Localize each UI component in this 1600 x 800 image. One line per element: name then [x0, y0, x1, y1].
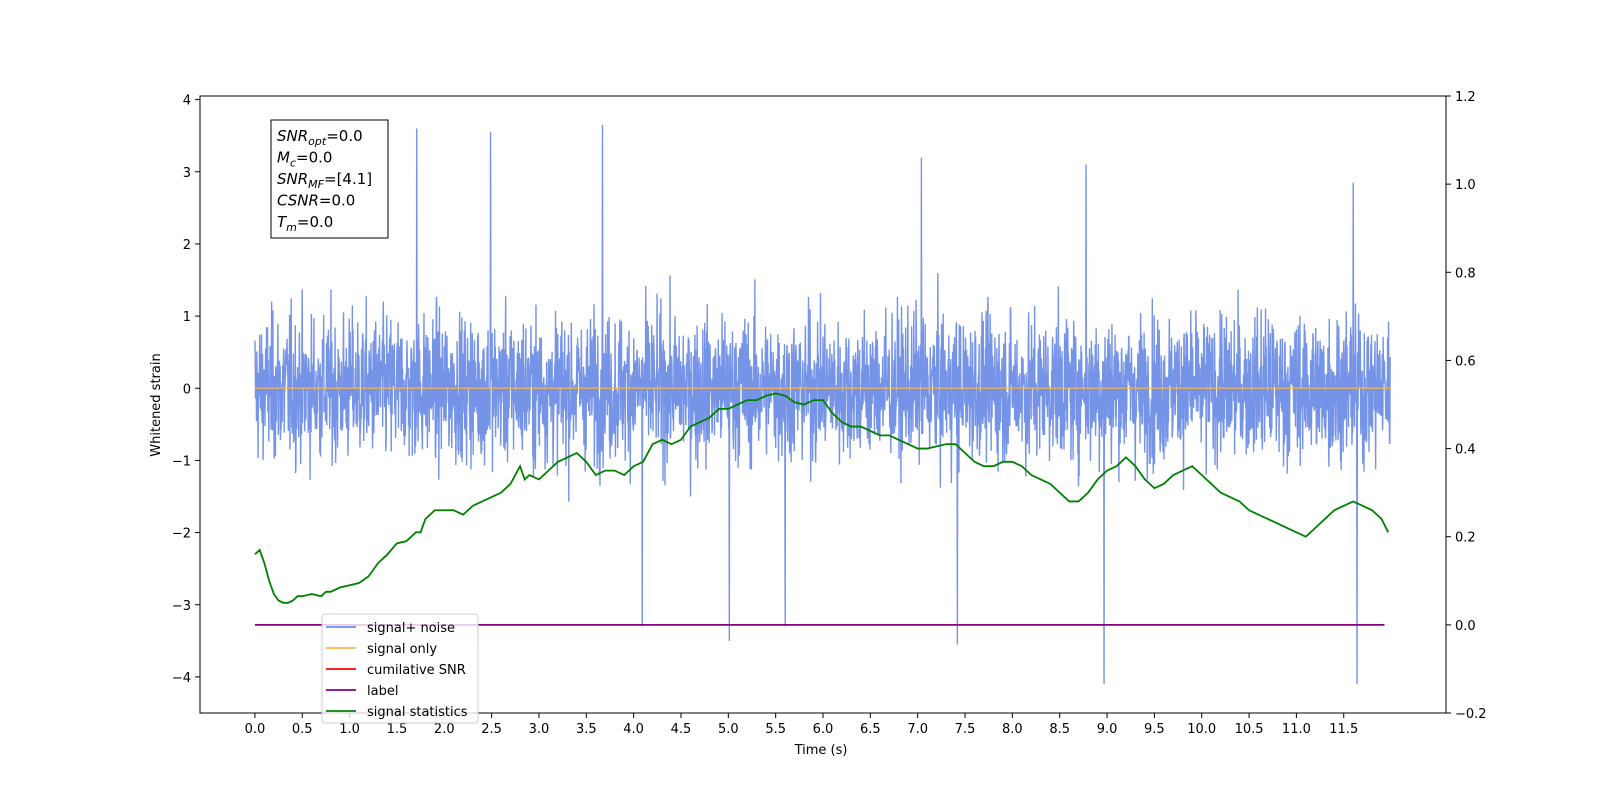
y-axis-left: 4 3 2 1 0 −1 −2 −3 −4	[172, 94, 200, 686]
x-tick-label: 2.5	[481, 722, 502, 737]
legend-frame	[321, 613, 479, 724]
annotation-line: Tm=0.0	[277, 213, 333, 234]
x-axis: 0.0 0.5 1.0 1.5 2.0 2.5 3.0 3.5 4.0 4.5 5.0 5.5 6.0 6…	[245, 713, 1358, 737]
x-tick-label: 4.0	[623, 722, 644, 737]
stats-annotation-box: SNRopt=0.0Mc=0.0SNRMF=[4.1]CSNR=0.0Tm=0.…	[270, 119, 389, 239]
y-axis-label: Whitened strain	[149, 353, 164, 456]
x-tick-label: 10.0	[1187, 722, 1216, 737]
annotation-value: =0.0	[297, 213, 333, 231]
y-tick-label: −1	[172, 454, 191, 469]
annotation-subscript: opt	[308, 135, 327, 148]
annotation-line: Mc=0.0	[277, 149, 332, 170]
x-tick-label: 7.0	[907, 722, 928, 737]
y-tick-label: 4	[183, 94, 191, 109]
y-tick-label: 1	[183, 310, 191, 325]
x-tick-label: 11.5	[1329, 722, 1358, 737]
legend-label: cumilative SNR	[367, 663, 466, 678]
y-tick-label: −2	[172, 527, 191, 542]
x-tick-label: 1.0	[339, 722, 360, 737]
signal-statistics-line	[254, 392, 1390, 604]
y2-tick-label: 0.6	[1455, 354, 1476, 369]
x-tick-label: 5.5	[765, 722, 786, 737]
y2-tick-label: 0.2	[1455, 531, 1476, 546]
annotation-line: SNRMF=[4.1]	[277, 170, 372, 191]
x-tick-label: 0.5	[292, 722, 313, 737]
y-axis-right: 1.2 1.0 0.8 0.6 0.4 0.2 0.0 −0.2	[1446, 90, 1487, 722]
annotation-value: =[4.1]	[324, 170, 372, 188]
x-tick-label: 2.0	[434, 722, 455, 737]
annotation-value: =0.0	[319, 192, 355, 210]
annotation-frame	[270, 119, 389, 239]
y2-tick-label: 0.0	[1455, 619, 1476, 634]
y-tick-label: 2	[183, 238, 191, 253]
y-tick-label: −4	[172, 671, 191, 686]
annotation-symbol: CSNR	[277, 192, 319, 210]
annotation-line: CSNR=0.0	[277, 192, 355, 210]
x-tick-label: 1.5	[387, 722, 408, 737]
y2-tick-label: 0.8	[1455, 266, 1476, 281]
annotation-subscript: MF	[308, 178, 324, 191]
x-tick-label: 9.5	[1144, 722, 1165, 737]
y-tick-label: 3	[183, 166, 191, 181]
legend: signal+ noise signal only cumilative SNR la…	[321, 613, 479, 724]
x-tick-label: 8.0	[1002, 722, 1023, 737]
x-tick-label: 5.0	[718, 722, 739, 737]
x-tick-label: 4.5	[671, 722, 692, 737]
annotation-subscript: c	[290, 157, 296, 170]
y2-tick-label: 0.4	[1455, 443, 1476, 458]
annotation-symbol: SNR	[277, 127, 308, 145]
x-tick-label: 3.0	[529, 722, 550, 737]
x-tick-label: 8.5	[1049, 722, 1070, 737]
x-tick-label: 9.0	[1097, 722, 1118, 737]
x-tick-label: 3.5	[576, 722, 597, 737]
y-tick-label: −3	[172, 599, 191, 614]
annotation-symbol: SNR	[277, 170, 308, 188]
legend-label: signal only	[367, 642, 437, 657]
annotation-value: =0.0	[326, 127, 362, 145]
x-tick-label: 6.0	[813, 722, 834, 737]
annotation-symbol: T	[277, 213, 288, 231]
x-tick-label: 7.5	[955, 722, 976, 737]
annotation-value: =0.0	[296, 149, 332, 167]
x-tick-label: 11.0	[1282, 722, 1311, 737]
x-tick-label: 0.0	[245, 722, 266, 737]
annotation-line: SNRopt=0.0	[277, 127, 363, 148]
y2-tick-label: 1.2	[1455, 90, 1476, 105]
y2-tick-label: 1.0	[1455, 178, 1476, 193]
x-axis-label: Time (s)	[794, 743, 848, 758]
x-tick-label: 10.5	[1235, 722, 1264, 737]
legend-label: signal statistics	[367, 705, 468, 720]
annotation-subscript: m	[286, 221, 297, 234]
y-tick-label: 0	[183, 382, 191, 397]
annotation-symbol: M	[277, 149, 290, 167]
signal-statistics-series	[254, 392, 1390, 604]
legend-label: signal+ noise	[367, 621, 455, 636]
x-tick-label: 6.5	[860, 722, 881, 737]
legend-label: label	[367, 684, 398, 699]
y2-tick-label: −0.2	[1455, 707, 1487, 722]
